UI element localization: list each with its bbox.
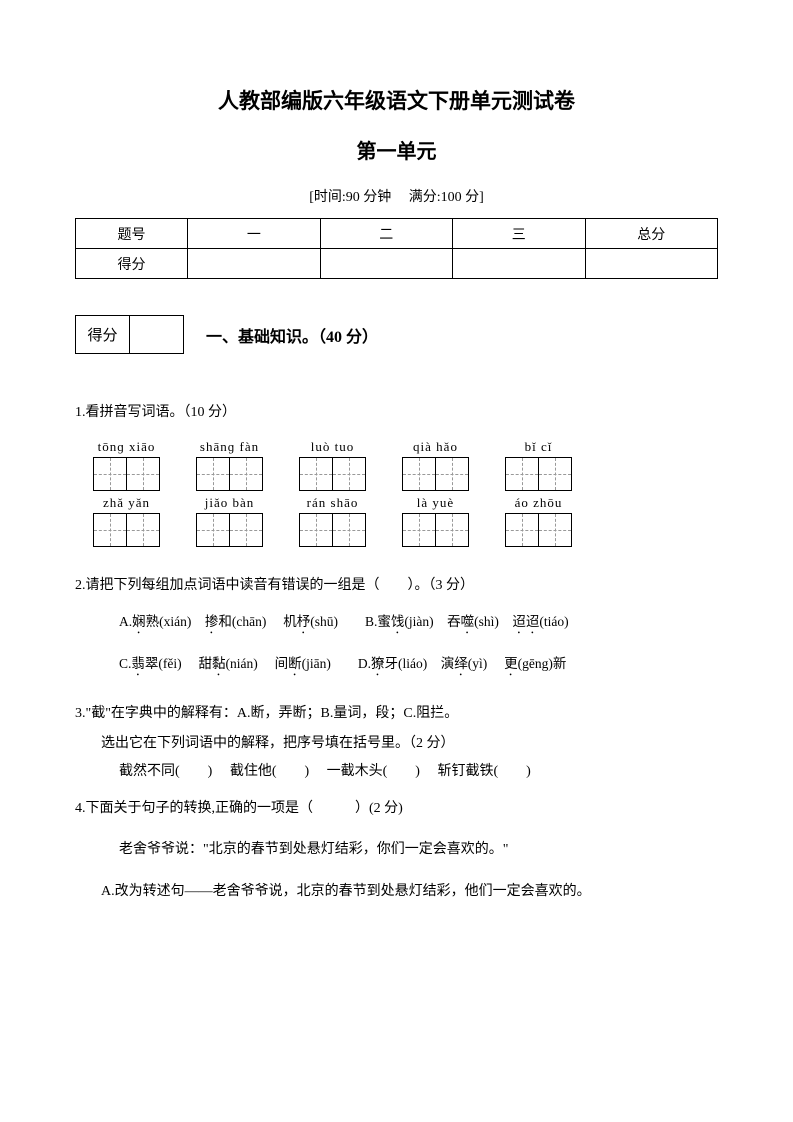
question-1: 1.看拼音写词语。（10 分） (75, 400, 718, 427)
question-2: 2.请把下列每组加点词语中读音有错误的一组是（ ）。（3 分） (75, 573, 718, 600)
pinyin-label: luò tuo (311, 439, 354, 455)
char-grid[interactable] (196, 513, 263, 547)
mini-score-label: 得分 (76, 316, 130, 354)
char-grid[interactable] (402, 513, 469, 547)
question-4-quote: 老舍爷爷说："北京的春节到处悬灯结彩，你们一定会喜欢的。" (119, 836, 718, 864)
cell-label: 题号 (76, 219, 188, 249)
cell-col1: 一 (188, 219, 320, 249)
pinyin-label: áo zhōu (515, 495, 563, 511)
char-grid[interactable] (299, 513, 366, 547)
pinyin-unit: luò tuo (299, 439, 366, 491)
exam-info: [时间:90 分钟 满分:100 分] (75, 186, 718, 206)
main-title: 人教部编版六年级语文下册单元测试卷 (75, 85, 718, 115)
pinyin-unit: là yuè (402, 495, 469, 547)
cell-label: 得分 (76, 249, 188, 279)
question-4: 4.下面关于句子的转换,正确的一项是（ ）(2 分) (75, 796, 718, 823)
char-grid[interactable] (505, 457, 572, 491)
pinyin-unit: rán shāo (299, 495, 366, 547)
pinyin-label: là yuè (417, 495, 454, 511)
pinyin-unit: tōnɡ xiāo (93, 439, 160, 491)
pinyin-label: zhǎ yǎn (103, 495, 150, 511)
cell-blank[interactable] (585, 249, 718, 279)
table-row: 得分 (76, 249, 718, 279)
pinyin-unit: áo zhōu (505, 495, 572, 547)
pinyin-unit: jiǎo bàn (196, 495, 263, 547)
char-grid[interactable] (299, 457, 366, 491)
mini-score-blank[interactable] (130, 316, 184, 354)
char-grid[interactable] (505, 513, 572, 547)
pinyin-row: zhǎ yǎn jiǎo bàn rán shāo là yuè áo zhōu (93, 495, 718, 547)
pinyin-label: bǐ cǐ (525, 439, 553, 455)
pinyin-unit: shānɡ fàn (196, 439, 263, 491)
pinyin-section: tōnɡ xiāo shānɡ fàn luò tuo qià hǎo bǐ c… (93, 439, 718, 547)
section-title: 一、基础知识。（40 分） (206, 323, 378, 347)
cell-total: 总分 (585, 219, 718, 249)
pinyin-unit: bǐ cǐ (505, 439, 572, 491)
cell-col2: 二 (320, 219, 452, 249)
question-3-line1: 3."截"在字典中的解释有：A.断，弄断；B.量词，段；C.阻拦。 (75, 701, 718, 728)
mini-score-box: 得分 (75, 315, 184, 354)
pinyin-label: rán shāo (307, 495, 359, 511)
pinyin-unit: zhǎ yǎn (93, 495, 160, 547)
cell-col3: 三 (453, 219, 585, 249)
cell-blank[interactable] (188, 249, 320, 279)
question-3-line3: 截然不同( ) 截住他( ) 一截木头( ) 斩钉截铁( ) (119, 758, 718, 786)
cell-blank[interactable] (320, 249, 452, 279)
q2-options-cd: C.翡翠(fěi) 甜黏(nián) 间断(jiān) D.獠牙(liáo) 演… (119, 653, 718, 679)
question-3-line2: 选出它在下列词语中的解释，把序号填在括号里。（2 分） (101, 730, 718, 758)
score-table: 题号 一 二 三 总分 得分 (75, 218, 718, 279)
pinyin-label: jiǎo bàn (205, 495, 255, 511)
section-header: 得分 一、基础知识。（40 分） (75, 315, 718, 354)
pinyin-label: qià hǎo (413, 439, 458, 455)
question-4-opt-a: A.改为转述句——老舍爷爷说，北京的春节到处悬灯结彩，他们一定会喜欢的。 (101, 878, 718, 906)
pinyin-label: tōnɡ xiāo (98, 439, 156, 455)
char-grid[interactable] (196, 457, 263, 491)
q2-options-ab: A.娴熟(xián) 掺和(chān) 机杼(shū) B.蜜饯(jiàn) 吞… (119, 611, 718, 637)
pinyin-label: shānɡ fàn (200, 439, 259, 455)
pinyin-row: tōnɡ xiāo shānɡ fàn luò tuo qià hǎo bǐ c… (93, 439, 718, 491)
pinyin-unit: qià hǎo (402, 439, 469, 491)
table-row: 题号 一 二 三 总分 (76, 219, 718, 249)
sub-title: 第一单元 (75, 135, 718, 164)
char-grid[interactable] (93, 513, 160, 547)
char-grid[interactable] (402, 457, 469, 491)
cell-blank[interactable] (453, 249, 585, 279)
char-grid[interactable] (93, 457, 160, 491)
